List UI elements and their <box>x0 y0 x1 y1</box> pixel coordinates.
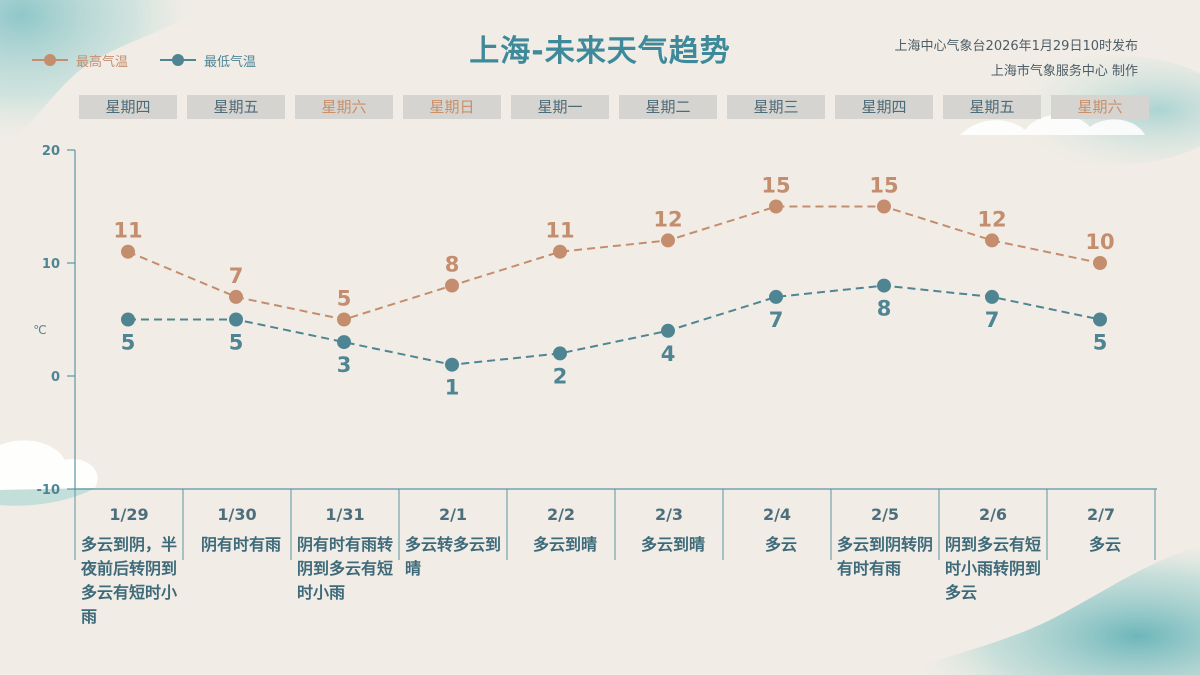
legend-low-marker-icon <box>160 54 196 66</box>
low-temp-label: 3 <box>337 353 352 377</box>
legend-low-label: 最低气温 <box>204 54 257 70</box>
weekday-label: 星期二 <box>619 95 717 119</box>
high-temp-point <box>1093 256 1107 270</box>
low-temp-label: 7 <box>985 308 1000 332</box>
low-temp-label: 4 <box>661 342 676 366</box>
legend-item-high: 最高气温 <box>30 51 129 70</box>
issuer-line: 上海中心气象台2026年1月29日10时发布 <box>894 39 1138 54</box>
date-label: 1/29 <box>109 505 149 524</box>
low-temp-label: 2 <box>553 364 568 388</box>
weekday-label: 星期四 <box>835 95 933 119</box>
high-temp-point <box>445 278 459 293</box>
low-temp-label: 5 <box>121 331 136 355</box>
low-temp-point <box>337 335 351 350</box>
weather-description: 多云 <box>764 535 797 554</box>
high-temp-point <box>661 233 675 248</box>
weather-description: 多云转多云到晴 <box>405 535 502 578</box>
weather-description: 多云到晴 <box>640 535 705 554</box>
high-temp-label: 11 <box>113 219 142 243</box>
low-temp-point <box>769 289 783 304</box>
weekday-label: 星期六 <box>295 95 393 119</box>
weather-description: 阴有时有雨 <box>200 535 281 554</box>
weather-description: 多云到晴 <box>532 535 597 554</box>
date-label: 2/4 <box>762 505 792 524</box>
y-tick-label: 20 <box>42 144 60 159</box>
low-temp-point <box>985 289 999 304</box>
high-temp-point <box>121 244 135 259</box>
producer-line: 上海市气象服务中心 制作 <box>990 64 1138 79</box>
weather-description: 多云到阴，半夜前后转阴到多云有短时小雨 <box>81 535 178 626</box>
high-temp-label: 15 <box>869 174 898 198</box>
low-temp-point <box>445 357 459 372</box>
date-label: 2/7 <box>1086 505 1116 524</box>
low-temp-label: 5 <box>1093 331 1108 355</box>
weekday-label: 星期三 <box>727 95 825 119</box>
page-title: 上海-未来天气趋势 <box>469 34 731 69</box>
low-temp-label: 5 <box>229 331 244 355</box>
weekday-label: 星期日 <box>403 95 501 119</box>
high-temp-point <box>553 244 567 259</box>
high-temp-label: 12 <box>653 207 682 231</box>
low-temp-line <box>128 284 1101 366</box>
low-temp-label: 8 <box>877 297 892 321</box>
weather-description: 多云 <box>1088 535 1121 554</box>
date-label: 1/31 <box>325 505 365 524</box>
low-temp-point <box>553 346 567 361</box>
high-temp-label: 10 <box>1085 230 1114 254</box>
high-temp-label: 15 <box>761 174 790 198</box>
date-label: 2/2 <box>546 505 576 524</box>
y-tick-label: -10 <box>37 483 61 498</box>
date-label: 1/30 <box>217 505 257 524</box>
low-temp-point <box>229 312 243 327</box>
weekday-label: 星期五 <box>943 95 1041 119</box>
weekday-label: 星期四 <box>79 95 177 119</box>
low-temp-point <box>877 278 891 293</box>
low-temp-point <box>661 323 675 338</box>
date-label: 2/3 <box>654 505 684 524</box>
high-temp-point <box>229 289 243 304</box>
high-temp-line <box>127 205 1101 321</box>
high-temp-point <box>769 199 783 214</box>
low-temp-point <box>121 312 135 327</box>
weather-description: 多云到阴转阴有时有雨 <box>837 535 934 578</box>
high-temp-point <box>337 312 351 327</box>
high-temp-label: 11 <box>545 219 574 243</box>
low-temp-label: 7 <box>769 308 784 332</box>
y-tick-label: 0 <box>51 370 60 385</box>
high-temp-label: 8 <box>445 253 460 277</box>
legend-high-label: 最高气温 <box>76 54 129 70</box>
y-axis-unit-label: ℃ <box>33 323 46 337</box>
legend-high-marker-icon <box>32 54 68 66</box>
y-tick-label: 10 <box>42 257 60 272</box>
date-label: 2/5 <box>870 505 900 524</box>
weather-description: 阴到多云有短时小雨转阴到多云 <box>945 535 1042 602</box>
date-label: 2/6 <box>978 505 1008 524</box>
legend-item-low: 最低气温 <box>158 51 257 70</box>
high-temp-label: 7 <box>229 264 244 288</box>
high-temp-point <box>985 233 999 248</box>
low-temp-point <box>1093 312 1107 327</box>
weekday-label: 星期一 <box>511 95 609 119</box>
low-temp-label: 1 <box>445 376 460 400</box>
high-temp-label: 5 <box>337 287 352 311</box>
high-temp-point <box>877 199 891 214</box>
weekday-label: 星期五 <box>187 95 285 119</box>
high-temp-label: 12 <box>977 207 1006 231</box>
date-label: 2/1 <box>438 505 468 524</box>
weekday-label: 星期六 <box>1051 95 1149 119</box>
weather-description: 阴有时有雨转阴到多云有短时小雨 <box>297 535 394 602</box>
